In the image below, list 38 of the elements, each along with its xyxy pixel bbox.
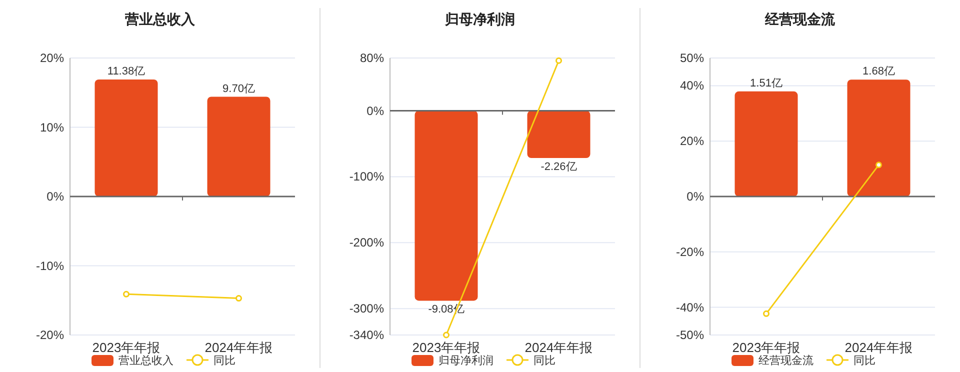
data-label: 11.38亿 bbox=[107, 65, 146, 78]
chart-title: 营业总收入 bbox=[124, 11, 196, 27]
y-tick-label: 20% bbox=[40, 51, 64, 65]
data-label: -2.26亿 bbox=[540, 161, 577, 174]
legend-label: 经营现金流 bbox=[758, 354, 814, 367]
y-tick-label: -40% bbox=[676, 300, 704, 314]
y-tick-label: 10% bbox=[40, 120, 64, 134]
x-tick-label: 2023年年报 bbox=[92, 340, 160, 355]
chart-title: 归母净利润 bbox=[444, 11, 515, 27]
data-label: 1.68亿 bbox=[862, 66, 895, 78]
x-tick-label: 2024年年报 bbox=[524, 340, 593, 355]
y-tick-label: -50% bbox=[676, 328, 704, 342]
data-label: 9.70亿 bbox=[222, 82, 255, 95]
legend-label: 归母净利润 bbox=[438, 354, 494, 367]
y-tick-label: -20% bbox=[676, 244, 704, 259]
data-label: 1.51亿 bbox=[750, 77, 782, 90]
y-tick-label: 20% bbox=[680, 134, 704, 148]
y-tick-label: 0% bbox=[686, 190, 704, 204]
y-tick-label: 0% bbox=[366, 104, 384, 118]
legend-label: 同比 bbox=[854, 354, 876, 367]
legend-label: 同比 bbox=[214, 354, 236, 367]
x-tick-label: 2024年年报 bbox=[844, 340, 913, 355]
y-tick-label: -340% bbox=[349, 328, 384, 342]
y-tick-label: -10% bbox=[36, 258, 64, 273]
legend-label: 同比 bbox=[534, 354, 556, 367]
x-tick-label: 2023年年报 bbox=[732, 340, 800, 355]
legend-label: 营业总收入 bbox=[118, 354, 174, 367]
y-tick-label: -200% bbox=[349, 236, 384, 250]
y-tick-label: -300% bbox=[349, 302, 384, 316]
y-tick-label: 0% bbox=[46, 190, 64, 204]
chart-title: 经营现金流 bbox=[764, 11, 836, 27]
y-tick-label: -20% bbox=[36, 328, 64, 342]
y-tick-label: 50% bbox=[680, 51, 704, 65]
y-tick-label: 80% bbox=[360, 51, 384, 65]
y-tick-label: -100% bbox=[349, 170, 384, 184]
x-tick-label: 2024年年报 bbox=[204, 340, 273, 355]
y-tick-label: 40% bbox=[680, 78, 704, 93]
x-tick-label: 2023年年报 bbox=[412, 340, 480, 355]
